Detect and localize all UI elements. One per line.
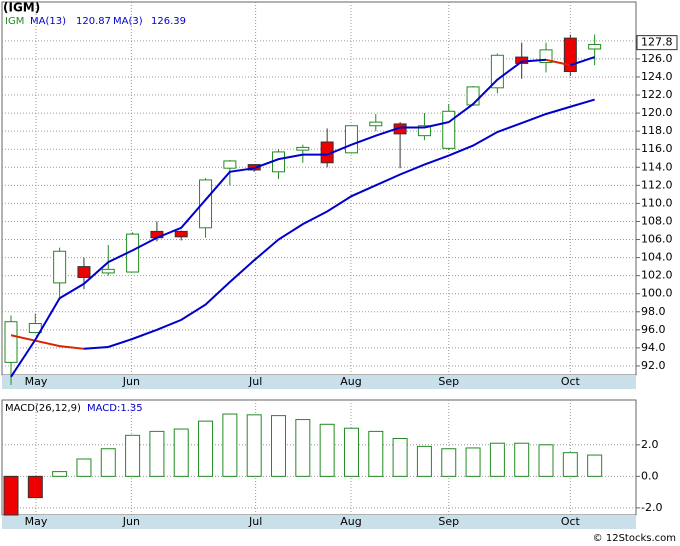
macd-bar (465, 447, 481, 477)
candle-body (4, 321, 18, 363)
macd-bar (100, 448, 116, 477)
x-tick-label: Aug (340, 375, 361, 388)
macd-bar (295, 419, 311, 477)
y-tick-label: 100.0 (641, 287, 673, 300)
y-tick-label: 108.0 (641, 214, 673, 227)
candle-body (199, 179, 213, 229)
macd-bar (149, 430, 165, 477)
candle-body (563, 37, 577, 73)
candle-body (490, 54, 504, 89)
macd-bar (76, 458, 92, 477)
x-tick-label: Jul (248, 515, 262, 528)
macd-bar (319, 423, 335, 477)
macd-bar (271, 415, 287, 477)
chart-title: (IGM) (3, 1, 40, 15)
macd-bar (489, 442, 505, 477)
x-tick-label: Oct (561, 375, 581, 388)
macd-bar (441, 448, 457, 477)
macd-bar (246, 414, 262, 477)
candle-body (77, 266, 91, 278)
macd-bar (198, 420, 214, 477)
macd-bar (52, 471, 68, 477)
y-tick-label: 94.0 (641, 341, 666, 354)
y-tick-label: 122.0 (641, 88, 673, 101)
candle-body (369, 121, 383, 127)
candle-body (442, 110, 456, 149)
macd-bar (587, 454, 603, 477)
x-tick-label: May (25, 375, 48, 388)
y-tick-label: 120.0 (641, 106, 673, 119)
x-tick-label: Oct (561, 515, 581, 528)
moving-average (545, 58, 571, 67)
legend-value: 120.87 (76, 16, 111, 27)
y-tick-label: 96.0 (641, 323, 666, 336)
candle-body (272, 151, 286, 173)
y-tick-label: 114.0 (641, 160, 673, 173)
macd-bar (368, 430, 384, 477)
price-tag (636, 35, 678, 51)
legend-name: MA(13) (30, 16, 66, 27)
moving-average (570, 56, 595, 67)
macd-bar (343, 427, 359, 477)
moving-average (10, 334, 85, 350)
credit: © 12Stocks.com (593, 533, 676, 544)
y-tick-label: 98.0 (641, 305, 666, 318)
macd-bar (173, 428, 189, 477)
macd-title: MACD(26,12,9) (5, 403, 81, 414)
macd-bar (538, 444, 554, 477)
y-tick-label: 118.0 (641, 124, 673, 137)
legend-value: 126.39 (151, 16, 186, 27)
macd-subtitle: MACD:1.35 (87, 403, 143, 414)
macd-x-band (2, 515, 636, 529)
moving-average (10, 58, 547, 378)
macd-bar (514, 442, 530, 477)
candle-body (344, 125, 358, 154)
price-tag-label: 127.8 (641, 36, 673, 49)
macd-bar (392, 437, 408, 477)
y-tick-label: 2.0 (641, 438, 659, 451)
x-tick-label: Jul (248, 375, 262, 388)
macd-bar (3, 475, 19, 516)
macd-bar (125, 434, 141, 477)
y-tick-label: 126.0 (641, 52, 673, 65)
y-tick-label: 106.0 (641, 233, 673, 246)
y-tick-label: -2.0 (641, 501, 662, 514)
y-tick-label: 0.0 (641, 469, 659, 482)
candle-body (53, 250, 67, 284)
legend-name: MA(3) (113, 16, 143, 27)
candle-body (588, 43, 602, 50)
price-x-band (2, 375, 636, 389)
y-tick-label: 102.0 (641, 269, 673, 282)
x-tick-label: Jun (122, 515, 140, 528)
x-tick-label: Aug (340, 515, 361, 528)
candle-body (417, 125, 431, 137)
macd-bar (562, 452, 578, 477)
x-tick-label: Sep (438, 375, 459, 388)
y-tick-label: 110.0 (641, 196, 673, 209)
candle-body (466, 86, 480, 106)
y-tick-label: 116.0 (641, 142, 673, 155)
x-tick-label: Jun (122, 375, 140, 388)
y-tick-label: 92.0 (641, 359, 666, 372)
x-tick-label: May (25, 515, 48, 528)
x-tick-label: Sep (438, 515, 459, 528)
y-tick-label: 104.0 (641, 251, 673, 264)
candle-body (223, 160, 237, 169)
price-panel (1, 1, 637, 376)
macd-bar (416, 445, 432, 477)
y-tick-label: 112.0 (641, 178, 673, 191)
candle-body (296, 146, 310, 151)
y-tick-label: 124.0 (641, 70, 673, 83)
moving-average (83, 98, 595, 350)
macd-bar (27, 475, 43, 499)
macd-bar (222, 413, 238, 477)
candle-body (101, 268, 115, 274)
symbol: IGM (5, 16, 24, 27)
candle-body (174, 230, 188, 238)
